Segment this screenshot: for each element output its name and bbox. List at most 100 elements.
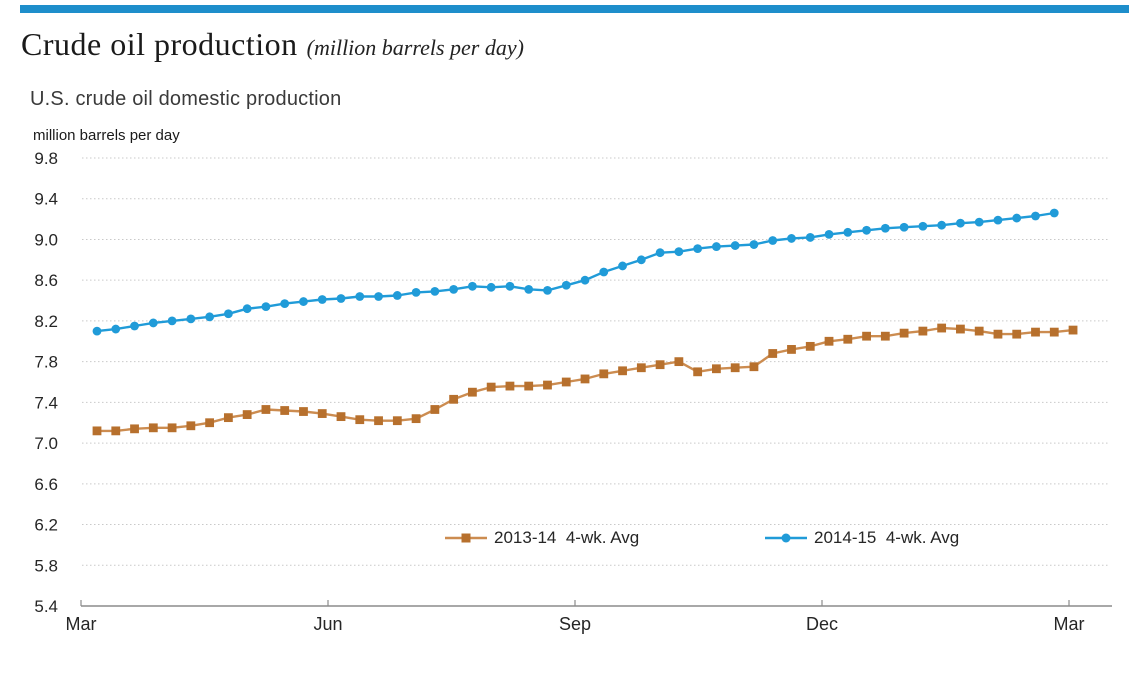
data-point-square	[280, 406, 290, 415]
data-point-square	[655, 360, 665, 370]
data-point-square	[1012, 329, 1022, 339]
x-tick-label: Mar	[66, 614, 97, 634]
data-point-circle	[205, 312, 215, 322]
report-header: Crude oil production (million barrels per…	[21, 26, 524, 63]
data-point-circle	[862, 225, 871, 235]
data-point-square	[805, 341, 815, 351]
data-point-circle	[636, 255, 646, 265]
x-tick-label: Mar	[1054, 614, 1085, 634]
data-point-square	[880, 331, 890, 341]
series-line-2014-15	[96, 211, 1055, 333]
data-point-circle	[880, 223, 890, 233]
data-point-circle	[1031, 211, 1040, 221]
top-accent-bar	[20, 5, 1129, 13]
y-tick-label: 8.2	[34, 312, 58, 331]
data-point-circle	[223, 309, 233, 319]
data-point-square	[974, 326, 984, 336]
data-point-circle	[505, 281, 515, 291]
legend-label-2013-14: 2013-14 4-wk. Avg	[494, 528, 640, 547]
data-point-circle	[655, 248, 665, 258]
data-point-square	[918, 326, 928, 336]
data-point-square	[486, 382, 496, 392]
data-point-square	[505, 381, 515, 391]
data-point-square	[449, 394, 459, 404]
data-point-circle	[449, 284, 459, 294]
y-tick-label: 6.2	[34, 516, 58, 535]
data-point-circle	[561, 280, 571, 290]
data-point-circle	[411, 288, 421, 297]
data-point-circle	[805, 233, 815, 242]
data-point-circle	[787, 234, 796, 243]
y-tick-label: 9.8	[34, 149, 58, 168]
data-point-square	[148, 423, 158, 433]
data-point-square	[674, 357, 684, 367]
data-point-circle	[618, 261, 627, 271]
legend-label-2014-15: 2014-15 4-wk. Avg	[814, 528, 960, 547]
y-tick-label: 6.6	[34, 475, 58, 494]
data-point-square	[749, 362, 759, 372]
data-point-circle	[730, 241, 740, 250]
data-point-circle	[299, 297, 308, 306]
data-point-circle	[824, 229, 834, 239]
legend-swatch-circle-icon	[765, 533, 807, 543]
y-tick-label: 9.4	[34, 190, 58, 209]
data-point-circle	[430, 286, 440, 296]
data-point-square	[543, 380, 552, 390]
data-point-square	[355, 415, 365, 425]
data-point-circle	[843, 227, 853, 237]
data-point-circle	[242, 304, 252, 314]
data-point-circle	[918, 221, 928, 231]
data-point-circle	[468, 281, 477, 291]
data-point-square	[392, 416, 402, 426]
data-point-square	[956, 324, 965, 334]
y-tick-label: 7.4	[34, 393, 58, 412]
data-point-square	[317, 409, 327, 418]
data-point-square	[899, 328, 909, 338]
data-point-square	[1031, 327, 1040, 337]
data-point-circle	[111, 324, 121, 334]
data-point-square	[92, 426, 102, 436]
x-tick-label: Jun	[313, 614, 342, 634]
data-point-circle	[974, 217, 984, 227]
data-point-circle	[712, 242, 721, 251]
data-point-square	[730, 363, 740, 373]
y-tick-label: 9.0	[34, 230, 58, 249]
data-point-circle	[674, 247, 684, 257]
data-point-square	[1068, 325, 1078, 335]
data-point-circle	[336, 294, 346, 303]
data-point-circle	[92, 326, 102, 336]
data-point-square	[824, 336, 834, 346]
data-point-square	[430, 405, 440, 414]
y-axis-unit-label: million barrels per day	[33, 127, 180, 144]
data-point-square	[693, 367, 703, 377]
x-tick-label: Dec	[806, 614, 838, 634]
page-title: Crude oil production	[21, 26, 298, 62]
data-point-square	[242, 410, 252, 419]
data-point-square	[411, 414, 421, 424]
data-point-square	[561, 377, 571, 387]
data-point-square	[768, 349, 778, 358]
page-subtitle: (million barrels per day)	[306, 35, 524, 60]
x-tick-label: Sep	[559, 614, 591, 634]
data-point-circle	[374, 292, 383, 301]
data-point-square	[468, 387, 477, 397]
data-point-square	[299, 407, 308, 416]
legend-item-2014-15: 2014-15 4-wk. Avg	[765, 528, 959, 548]
legend-marker-square-icon	[461, 533, 471, 543]
data-point-square	[636, 363, 646, 373]
data-point-square	[524, 381, 534, 391]
data-point-square	[167, 423, 177, 433]
data-point-square	[205, 418, 215, 428]
data-point-circle	[317, 295, 327, 304]
data-point-square	[186, 421, 196, 431]
legend-swatch-square-icon	[445, 533, 487, 543]
data-point-circle	[580, 275, 590, 285]
data-point-square	[862, 331, 871, 341]
data-point-circle	[1049, 208, 1059, 218]
data-point-circle	[899, 222, 909, 232]
data-point-circle	[937, 220, 947, 230]
legend-item-2013-14: 2013-14 4-wk. Avg	[445, 528, 639, 548]
legend-marker-circle-icon	[781, 533, 791, 543]
